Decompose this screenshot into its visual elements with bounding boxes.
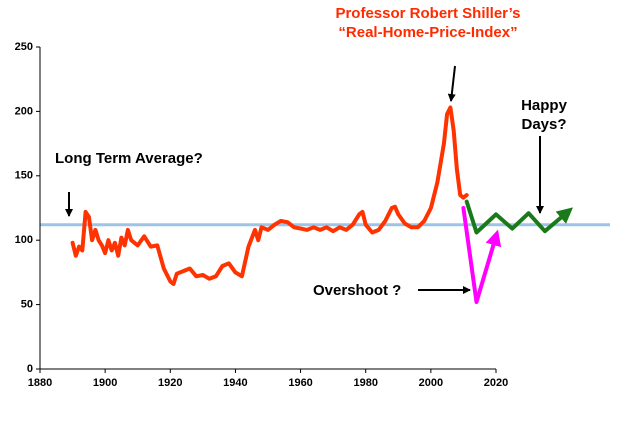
y-tick-label: 250	[15, 41, 33, 53]
y-tick-label: 50	[21, 299, 33, 311]
annotation: Overshoot ?	[313, 282, 401, 299]
x-tick-label: 1920	[158, 377, 182, 389]
annotation: Long Term Average?	[55, 150, 203, 167]
annotation: Happy	[521, 97, 568, 114]
x-tick-label: 1960	[288, 377, 312, 389]
y-tick-label: 100	[15, 234, 33, 246]
y-tick-label: 200	[15, 105, 33, 117]
annotation: “Real-Home-Price-Index”	[338, 24, 517, 41]
annotation: Professor Robert Shiller’s	[335, 5, 520, 22]
series-line	[70, 105, 469, 286]
series-line	[461, 206, 502, 304]
x-tick-label: 1900	[93, 377, 117, 389]
arrow	[447, 65, 456, 102]
annotation: Days?	[521, 116, 566, 133]
y-tick-label: 150	[15, 170, 33, 182]
x-tick-label: 2000	[419, 377, 443, 389]
x-tick-label: 1880	[28, 377, 52, 389]
x-tick-label: 1980	[353, 377, 377, 389]
x-tick-label: 1940	[223, 377, 247, 389]
y-tick-label: 0	[27, 363, 33, 375]
x-tick-label: 2020	[484, 377, 508, 389]
series-line	[464, 199, 574, 235]
annotations: Professor Robert Shiller’s “Real-Home-Pr…	[55, 5, 568, 299]
plot: 0 50 100 150 200 250 1880 1900 1920 1940 1960 1980 2…	[15, 41, 610, 389]
